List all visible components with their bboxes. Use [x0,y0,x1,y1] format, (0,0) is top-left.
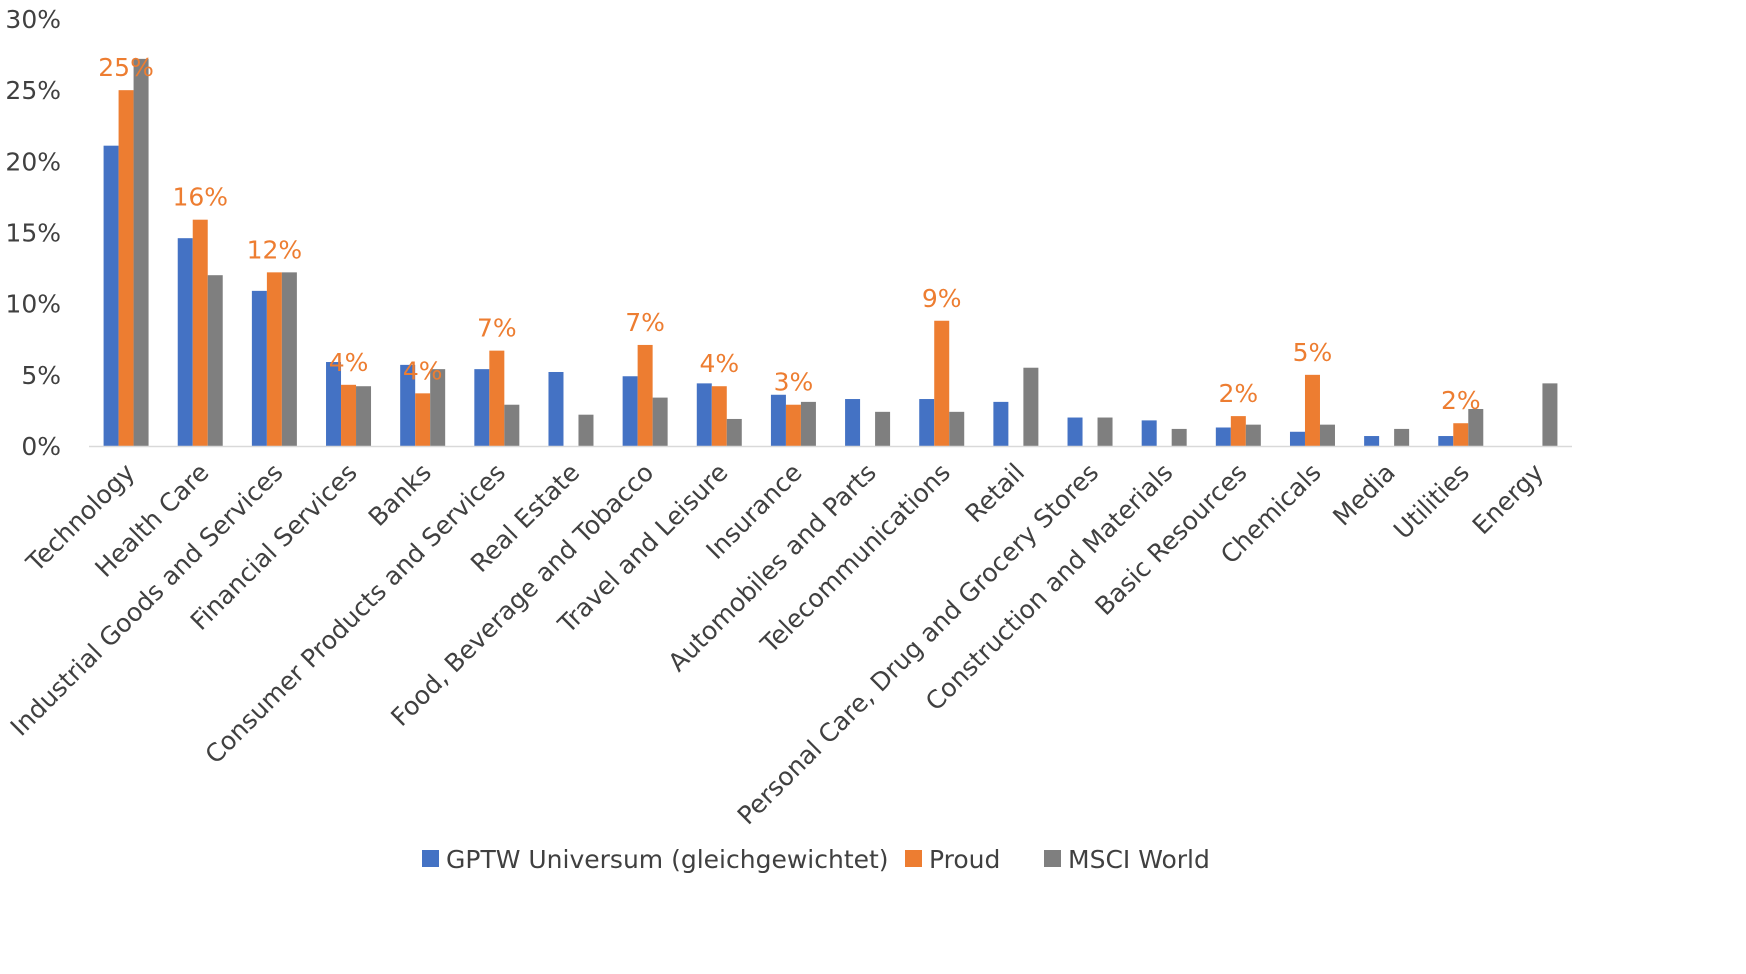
bar-gptw-universum-gleichgewichtet-financial-services [326,362,342,446]
bar-proud-basic-resources [1230,416,1246,446]
y-tick-label: 30% [5,5,61,34]
bar-msci-world-personal-care-drug-and-grocery-stores [1097,417,1113,446]
bar-gptw-universum-gleichgewichtet-technology [103,145,119,446]
legend-swatch-proud [905,850,922,867]
x-tick-label: Energy [1467,458,1550,541]
bar-msci-world-basic-resources [1245,424,1261,446]
bar-proud-food-beverage-and-tobacco [637,344,653,446]
y-tick-label: 20% [5,147,61,176]
bar-gptw-universum-gleichgewichtet-banks [400,364,416,446]
bar-gptw-universum-gleichgewichtet-industrial-goods-and-services [251,290,267,446]
bar-gptw-universum-gleichgewichtet-basic-resources [1215,427,1231,446]
bar-msci-world-energy [1542,383,1558,446]
bar-gptw-universum-gleichgewichtet-construction-and-materials [1141,420,1157,446]
legend-label-gptw-universum-gleichgewichtet: GPTW Universum (gleichgewichtet) [446,845,889,874]
data-label: 2% [1441,386,1481,415]
data-label: 16% [172,183,228,212]
bar-msci-world-insurance [800,401,816,446]
y-tick-label: 0% [21,432,61,461]
x-tick-label: Industrial Goods and Services [5,458,289,742]
bar-proud-consumer-products-and-services [489,350,505,446]
bar-msci-world-health-care [207,275,223,446]
data-label: 5% [1293,338,1333,367]
data-label: 3% [774,368,814,397]
bar-msci-world-media [1394,428,1410,446]
data-label: 7% [477,314,517,343]
bar-proud-health-care [192,219,208,446]
bar-gptw-universum-gleichgewichtet-telecommunications [919,399,935,446]
y-axis: 0% 5% 10% 15% 20% 25% 30% [5,5,61,461]
bar-proud-chemicals [1304,374,1320,446]
data-label: 4% [699,349,739,378]
bar-msci-world-utilities [1468,408,1484,446]
bar-gptw-universum-gleichgewichtet-retail [993,401,1009,446]
bar-msci-world-food-beverage-and-tobacco [652,397,668,446]
bar-proud-industrial-goods-and-services [266,272,282,446]
x-tick-label: Banks [363,458,437,532]
legend: GPTW Universum (gleichgewichtet) Proud MSC… [422,845,1210,874]
bar-proud-utilities [1453,423,1469,446]
bar-gptw-universum-gleichgewichtet-utilities [1438,436,1454,446]
bar-msci-world-banks [430,369,446,446]
bar-proud-technology [118,90,134,447]
bar-gptw-universum-gleichgewichtet-travel-and-leisure [696,383,712,446]
data-label: 9% [922,284,962,313]
legend-label-msci-world: MSCI World [1068,845,1210,874]
y-tick-label: 10% [5,290,61,319]
data-label: 4% [403,356,443,385]
data-label: 12% [247,235,303,264]
data-label: 7% [625,308,665,337]
bar-msci-world-retail [1023,367,1039,446]
bar-gptw-universum-gleichgewichtet-personal-care-drug-and-grocery-stores [1067,417,1083,446]
bar-gptw-universum-gleichgewichtet-food-beverage-and-tobacco [622,376,638,446]
legend-swatch-msci-world [1044,850,1061,867]
bar-msci-world-consumer-products-and-services [504,404,520,446]
bar-gptw-universum-gleichgewichtet-insurance [770,394,786,446]
bar-proud-financial-services [341,384,357,446]
bar-gptw-universum-gleichgewichtet-consumer-products-and-services [474,369,490,446]
bar-proud-travel-and-leisure [711,386,727,446]
bar-msci-world-technology [133,58,149,446]
bars [103,58,1558,447]
data-label: 2% [1218,379,1258,408]
bar-gptw-universum-gleichgewichtet-health-care [177,238,193,446]
bar-msci-world-real-estate [578,414,594,446]
data-labels: 25% 16% 12% 4% 4% 7% 7% 4% 3% 9% 2% 5% 2% [98,53,1480,415]
legend-label-proud: Proud [929,845,1000,874]
bar-gptw-universum-gleichgewichtet-media [1364,436,1380,446]
bar-msci-world-industrial-goods-and-services [281,272,297,446]
data-label: 4% [329,348,369,377]
x-tick-label: Utilities [1388,458,1475,545]
legend-swatch-gptw-universum-gleichgewichtet [422,850,439,867]
y-tick-label: 5% [21,361,61,390]
bar-msci-world-telecommunications [949,411,965,446]
data-label: 25% [98,53,154,82]
x-tick-label: Retail [960,458,1030,528]
bar-gptw-universum-gleichgewichtet-chemicals [1289,431,1305,446]
bar-proud-telecommunications [934,320,950,446]
y-tick-label: 25% [5,76,61,105]
bar-msci-world-financial-services [356,386,372,446]
bar-msci-world-chemicals [1319,424,1335,446]
bar-gptw-universum-gleichgewichtet-real-estate [548,371,564,446]
bar-proud-insurance [785,404,801,446]
bar-msci-world-construction-and-materials [1171,428,1187,446]
bar-proud-banks [415,393,431,446]
x-tick-label: Media [1327,458,1401,532]
bar-msci-world-automobiles-and-parts [875,411,891,446]
bar-gptw-universum-gleichgewichtet-automobiles-and-parts [845,399,861,446]
bar-msci-world-travel-and-leisure [726,418,742,446]
y-tick-label: 15% [5,219,61,248]
